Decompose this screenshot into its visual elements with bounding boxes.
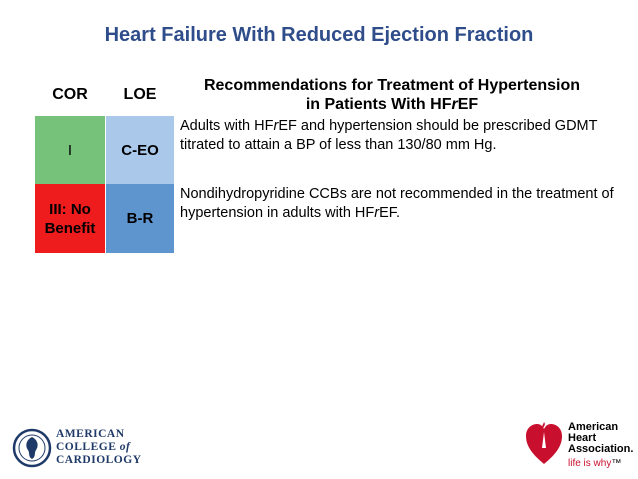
aha-wordmark: American Heart Association. <box>568 421 634 455</box>
recommendation-text-1: Adults with HFrEF and hypertension shoul… <box>180 118 598 153</box>
acc-seal-icon <box>12 428 52 468</box>
cor-header: COR <box>52 86 88 103</box>
aha-tagline: life is why™ <box>568 458 622 469</box>
cor-cell-1: I <box>35 116 105 184</box>
acc-logo: AMERICAN COLLEGE of CARDIOLOGY <box>12 428 141 472</box>
acc-wordmark: AMERICAN COLLEGE of CARDIOLOGY <box>56 428 142 466</box>
cor-cell-2: III: No Benefit <box>35 184 105 253</box>
loe-header: LOE <box>123 86 157 103</box>
aha-heart-torch-icon <box>526 422 562 464</box>
rec-header-line1: Recommendations for Treatment of Hyperte… <box>203 77 581 94</box>
loe-cell-1: C-EO <box>106 116 174 184</box>
recommendation-header: Recommendations for Treatment of Hyperte… <box>178 76 606 114</box>
rec-header-line2: in Patients With HFrEF <box>305 96 479 113</box>
aha-logo: American Heart Association. life is why™ <box>524 418 634 474</box>
recommendation-text-2: Nondihydropyridine CCBs are not recommen… <box>180 186 614 221</box>
slide-title: Heart Failure With Reduced Ejection Frac… <box>104 24 534 46</box>
loe-cell-2: B-R <box>106 184 174 253</box>
